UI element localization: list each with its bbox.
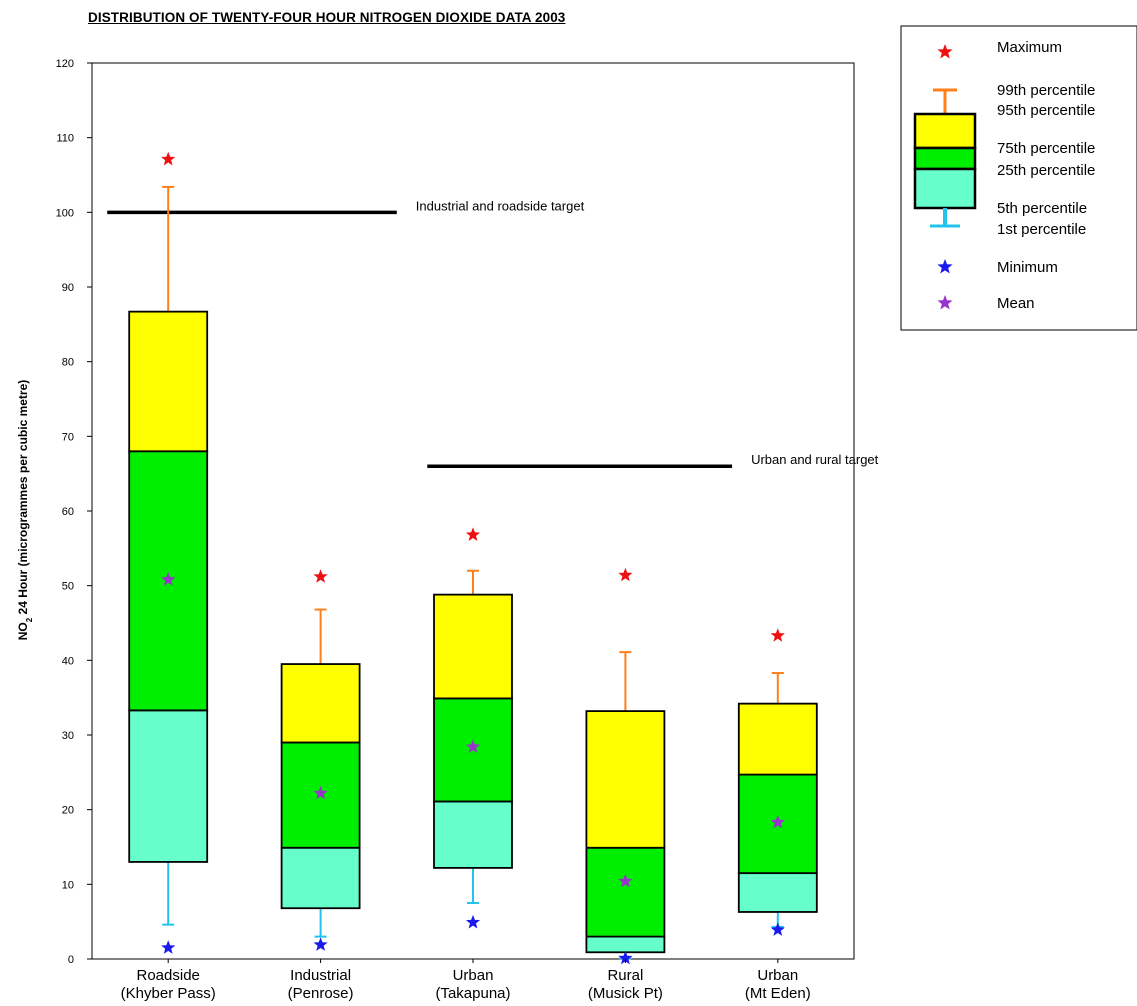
box-lower-segment	[433, 800, 513, 869]
legend-label-p5: 5th percentile	[997, 200, 1087, 217]
y-tick-label: 60	[62, 506, 74, 518]
max-star-marker	[313, 569, 328, 583]
legend-mean-star-icon	[937, 295, 953, 310]
legend-lower-box-icon	[913, 167, 977, 210]
min-star-marker	[313, 937, 328, 951]
x-category-label: Urban	[453, 967, 494, 984]
min-star-marker	[465, 914, 481, 929]
x-category-sublabel: (Takapuna)	[435, 985, 510, 1002]
legend-label-p75: 75th percentile	[997, 140, 1095, 157]
legend-upper-box-icon	[913, 112, 977, 150]
x-category-label: Rural	[607, 967, 643, 984]
y-tick-label: 10	[62, 879, 74, 891]
x-category-label: Urban	[757, 967, 798, 984]
x-category-label: Industrial	[290, 967, 351, 984]
x-category-label: Roadside	[137, 967, 200, 984]
max-star-marker	[618, 567, 633, 582]
legend-min-star-icon	[937, 259, 953, 274]
box-series	[128, 151, 818, 965]
legend-label-p95: 95th percentile	[997, 102, 1095, 119]
legend-label-p25: 25th percentile	[997, 162, 1095, 179]
legend-label-p1: 1st percentile	[997, 221, 1086, 238]
legend-middle-box-icon	[913, 146, 977, 171]
mean-star-marker	[618, 873, 633, 888]
y-tick-label: 120	[56, 58, 74, 70]
mean-star-marker	[161, 572, 176, 586]
min-star-marker	[618, 950, 633, 965]
box-lower-segment	[280, 846, 361, 910]
y-tick-label: 80	[62, 357, 74, 369]
y-tick-label: 90	[62, 282, 74, 294]
y-tick-label: 100	[56, 207, 74, 219]
reference-lines: Industrial and roadside target Urban and …	[107, 198, 879, 468]
y-axis-label: NO2 24 Hour (microgrammes per cubic metr…	[16, 380, 34, 641]
max-star-marker	[770, 628, 785, 642]
legend-max-star-icon	[937, 44, 953, 59]
x-category-sublabel: (Mt Eden)	[745, 985, 811, 1002]
chart-title: DISTRIBUTION OF TWENTY-FOUR HOUR NITROGE…	[88, 10, 566, 25]
y-axis: 0 10 20 30 40 50 60 70 80 90 100 110 120	[56, 58, 92, 966]
box-upper-segment	[433, 593, 513, 700]
target-line-label: Urban and rural target	[751, 452, 879, 467]
x-category-sublabel: (Khyber Pass)	[121, 985, 216, 1002]
min-star-marker	[770, 922, 785, 936]
box-lower-segment	[585, 935, 666, 954]
mean-star-marker	[770, 814, 785, 829]
x-category-sublabel: (Musick Pt)	[588, 985, 663, 1002]
min-star-marker	[161, 940, 176, 954]
legend-label-max: Maximum	[997, 39, 1062, 56]
y-tick-label: 110	[56, 133, 74, 145]
y-tick-label: 30	[62, 730, 74, 742]
box-upper-segment	[737, 702, 818, 776]
box-lower-segment	[737, 872, 818, 913]
max-star-marker	[161, 151, 176, 166]
max-star-marker	[465, 527, 481, 541]
legend-label-mean: Mean	[997, 295, 1035, 312]
y-tick-label: 0	[68, 954, 74, 966]
box-lower-segment	[128, 709, 209, 863]
x-axis: Roadside(Khyber Pass) Industrial(Penrose)…	[121, 959, 811, 1002]
mean-star-marker	[465, 739, 481, 753]
y-tick-label: 40	[62, 655, 74, 667]
y-tick-label: 50	[62, 581, 74, 593]
y-tick-label: 70	[62, 431, 74, 443]
box-upper-segment	[280, 663, 361, 744]
legend-label-p99: 99th percentile	[997, 82, 1095, 99]
box-upper-segment	[128, 310, 209, 453]
legend-label-min: Minimum	[997, 259, 1058, 276]
box-upper-segment	[585, 710, 666, 849]
x-category-sublabel: (Penrose)	[288, 985, 354, 1002]
legend: Maximum 99th percentile 95th percentile 75t…	[900, 25, 1137, 331]
box-middle-segment	[585, 846, 666, 938]
target-line-label: Industrial and roadside target	[416, 198, 585, 213]
y-tick-label: 20	[62, 805, 74, 817]
mean-star-marker	[313, 785, 328, 800]
